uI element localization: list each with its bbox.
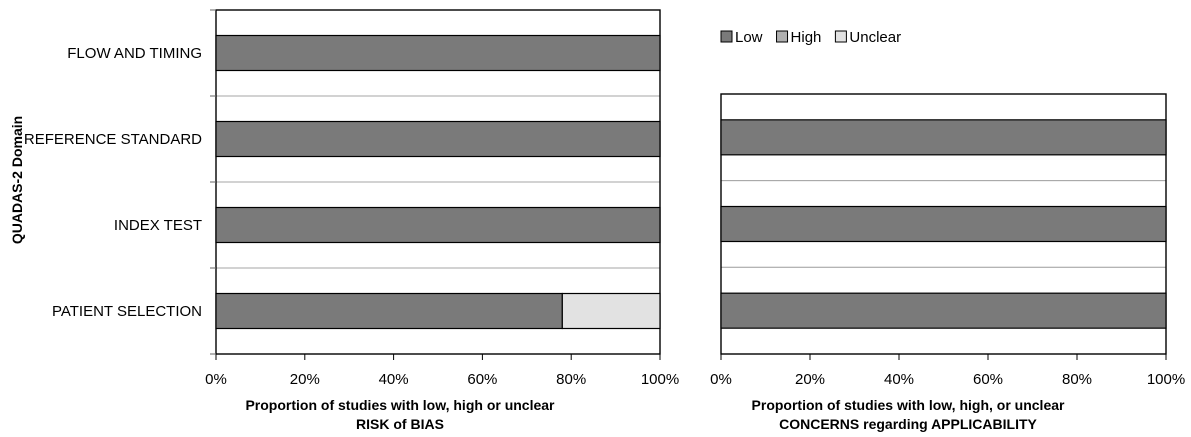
- x-tick-label: 60%: [973, 371, 1003, 388]
- applicability-panel: 0% 20% 40% 60% 80% 100%: [710, 93, 1185, 388]
- legend-label-unclear: Unclear: [849, 29, 901, 46]
- legend-label-low: Low: [735, 29, 763, 46]
- legend: Low High Unclear: [720, 29, 901, 46]
- x-tick-label: 20%: [795, 371, 825, 388]
- legend-swatch-high: [776, 30, 789, 43]
- legend-swatch-unclear: [834, 30, 847, 43]
- x-tick-label: 20%: [290, 371, 320, 388]
- x-tick-label: 0%: [205, 371, 227, 388]
- x-tick-label: 0%: [710, 371, 732, 388]
- x-tick-label: 100%: [641, 371, 679, 388]
- x-tick-label: 40%: [379, 371, 409, 388]
- bar-reference-standard-low: [215, 120, 661, 158]
- x-tick-label: 100%: [1147, 371, 1185, 388]
- bar-patient-selection-low: [720, 292, 1167, 329]
- category-label-index-test: INDEX TEST: [114, 217, 202, 234]
- x-tick-label: 80%: [556, 371, 586, 388]
- bar-reference-standard-low: [720, 119, 1167, 156]
- category-label-reference-standard: REFERENCE STANDARD: [24, 131, 202, 148]
- bar-patient-selection-low: [215, 292, 563, 330]
- bar-index-test-low: [215, 206, 661, 244]
- x-axis-label-risk-line2: RISK of BIAS: [356, 416, 444, 432]
- bar-index-test-low: [720, 205, 1167, 243]
- x-tick-label: 80%: [1062, 371, 1092, 388]
- legend-swatch-low: [720, 30, 733, 43]
- x-axis-label-risk-line1: Proportion of studies with low, high or …: [245, 397, 555, 413]
- category-label-flow-and-timing: FLOW AND TIMING: [67, 45, 202, 62]
- x-axis-label-applicability-line2: CONCERNS regarding APPLICABILITY: [779, 416, 1037, 432]
- bar-flow-and-timing-low: [215, 34, 661, 72]
- risk-of-bias-panel: 0% 20% 40% 60% 80% 100% FLOW AND TIMING REFEREN…: [24, 9, 679, 388]
- y-axis-label: QUADAS-2 Domain: [9, 116, 25, 244]
- x-axis-label-applicability-line1: Proportion of studies with low, high, or…: [752, 397, 1065, 413]
- x-tick-label: 60%: [467, 371, 497, 388]
- legend-label-high: High: [791, 29, 822, 46]
- category-label-patient-selection: PATIENT SELECTION: [52, 303, 202, 320]
- x-tick-label: 40%: [884, 371, 914, 388]
- bar-patient-selection-unclear: [561, 292, 661, 330]
